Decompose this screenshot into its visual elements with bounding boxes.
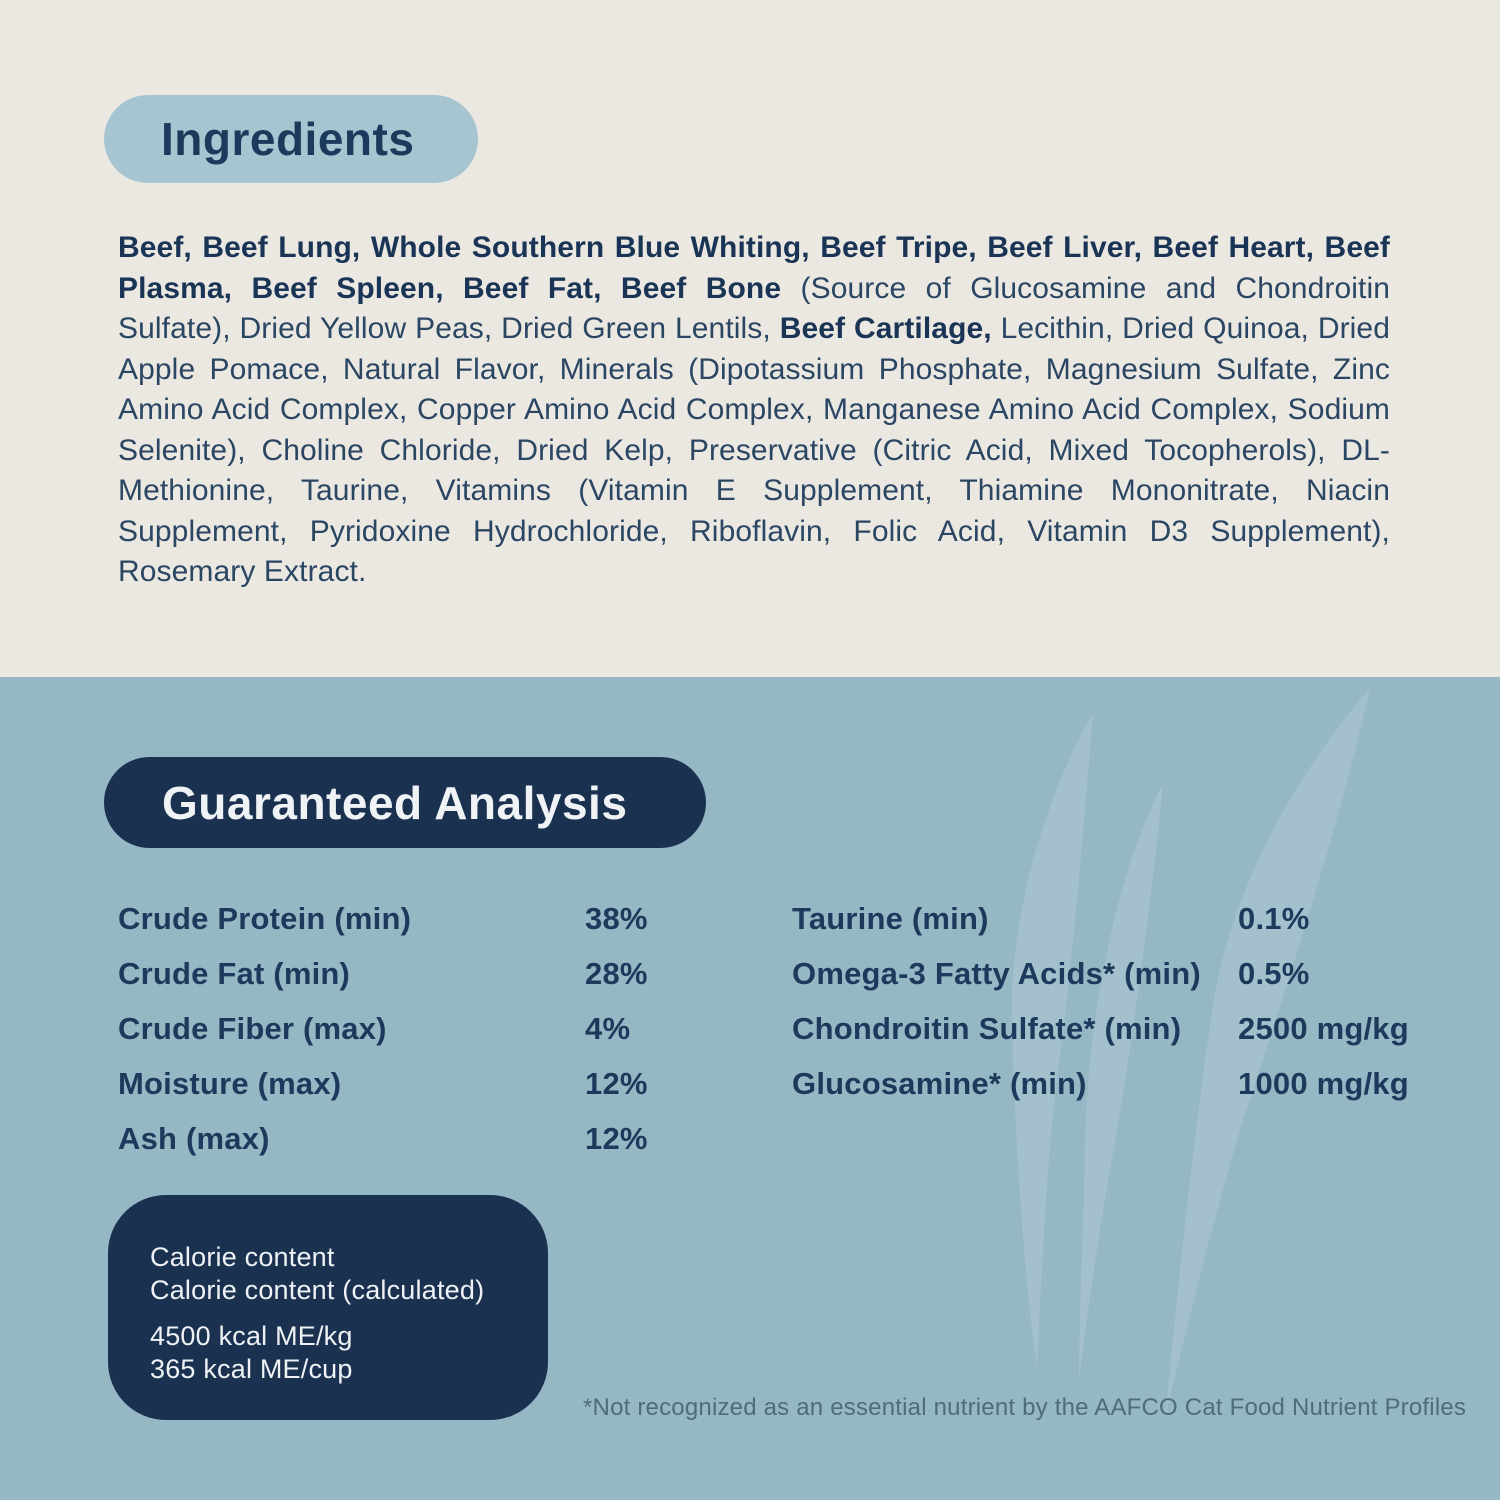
aafco-footnote: *Not recognized as an essential nutrient… <box>583 1394 1467 1421</box>
analysis-value: 0.1% <box>1238 901 1310 936</box>
ingredients-segment-bold: Beef, Beef Lung, Whole Southern Blue Whi… <box>118 231 1390 305</box>
calorie-values: 4500 kcal ME/kg 365 kcal ME/cup <box>150 1320 528 1386</box>
ingredients-segment: (Source of Glucosamine and Chondroitin S… <box>118 271 1390 346</box>
analysis-table-right: Taurine (min) 0.1% Omega-3 Fatty Acids* … <box>792 899 1409 1104</box>
ingredients-paragraph: Beef, Beef Lung, Whole Southern Blue Whi… <box>118 228 1390 593</box>
analysis-label: Chondroitin Sulfate* (min) <box>792 1011 1182 1046</box>
analysis-value: 4% <box>585 1011 631 1046</box>
ingredients-title: Ingredients <box>161 113 415 165</box>
analysis-value: 12% <box>585 1121 648 1156</box>
analysis-value: 1000 mg/kg <box>1238 1066 1409 1101</box>
calorie-value-line: 4500 kcal ME/kg <box>150 1321 353 1351</box>
guaranteed-analysis-title-pill: Guaranteed Analysis <box>104 757 706 848</box>
analysis-value: 2500 mg/kg <box>1238 1011 1409 1046</box>
ingredients-segment: Lecithin, Dried Quinoa, Dried Apple Poma… <box>118 312 1391 588</box>
ingredients-segment-bold: Beef Cartilage, <box>779 312 1001 345</box>
analysis-label: Glucosamine* (min) <box>792 1066 1087 1101</box>
calorie-heading-line: Calorie content <box>150 1242 335 1272</box>
analysis-label: Crude Fat (min) <box>118 956 351 991</box>
analysis-label: Moisture (max) <box>118 1066 342 1101</box>
ingredients-title-pill: Ingredients <box>104 95 478 183</box>
analysis-label: Crude Fiber (max) <box>118 1011 387 1046</box>
calorie-content-box: Calorie content Calorie content (calcula… <box>108 1195 548 1420</box>
analysis-label: Crude Protein (min) <box>118 901 412 936</box>
guaranteed-analysis-title: Guaranteed Analysis <box>162 776 628 829</box>
analysis-value: 38% <box>585 901 648 936</box>
analysis-table-left: Crude Protein (min) 38% Crude Fat (min) … <box>118 899 648 1159</box>
analysis-value: 0.5% <box>1238 956 1310 991</box>
calorie-headings: Calorie content Calorie content (calcula… <box>150 1241 528 1307</box>
calorie-heading-line: Calorie content (calculated) <box>150 1275 485 1305</box>
analysis-value: 28% <box>585 956 648 991</box>
analysis-label: Taurine (min) <box>792 901 989 936</box>
calorie-value-line: 365 kcal ME/cup <box>150 1354 353 1384</box>
analysis-label: Omega-3 Fatty Acids* (min) <box>792 956 1201 991</box>
analysis-value: 12% <box>585 1066 648 1101</box>
analysis-label: Ash (max) <box>118 1121 270 1156</box>
guaranteed-analysis-section: Guaranteed Analysis Crude Protein (min) … <box>0 677 1500 1500</box>
ingredients-section: Ingredients Beef, Beef Lung, Whole South… <box>0 0 1500 677</box>
